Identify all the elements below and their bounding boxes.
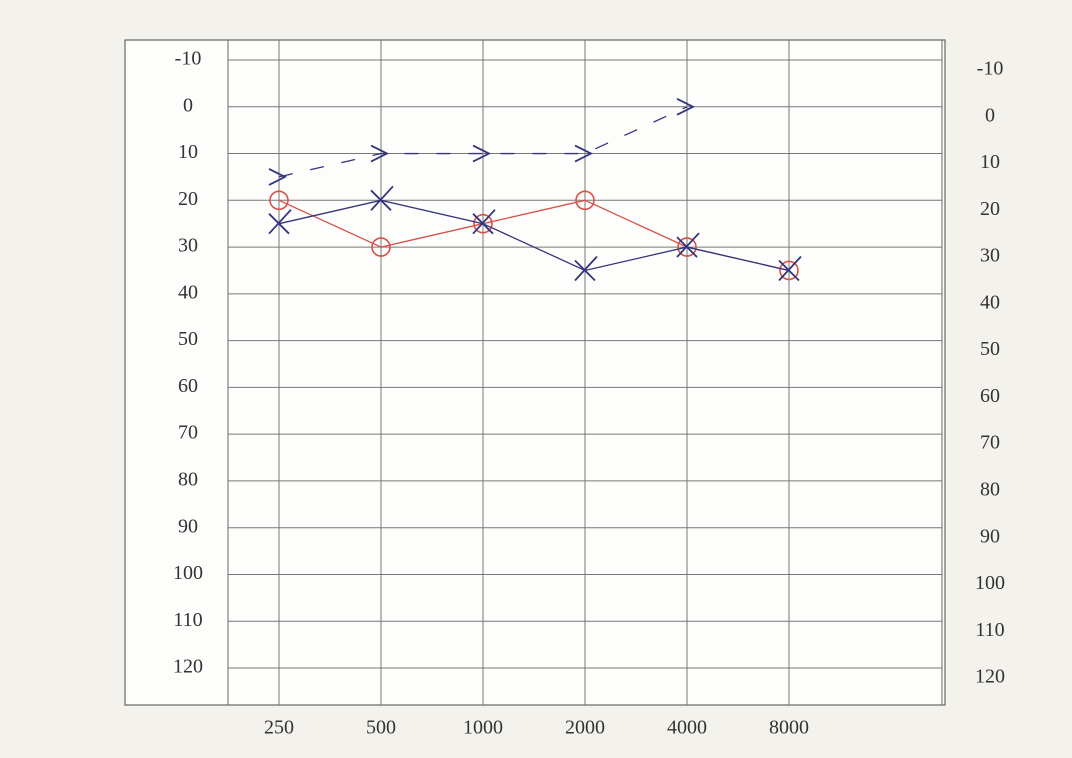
y-tick-label-right: 100: [975, 572, 1005, 594]
y-tick-label: 80: [178, 469, 198, 491]
y-tick-label-right: 10: [980, 151, 1000, 173]
y-tick-label: 0: [183, 94, 193, 116]
y-tick-label-right: 110: [975, 619, 1004, 641]
y-tick-label-right: 70: [980, 432, 1000, 454]
y-tick-label-right: 30: [980, 245, 1000, 267]
y-tick-label: 20: [178, 188, 198, 210]
y-tick-label: 110: [173, 609, 202, 631]
y-tick-label-right: 90: [980, 525, 1000, 547]
y-tick-label-right: 20: [980, 198, 1000, 220]
page: -10 -10 0 0 10 10 20 20 30 30 40 40 50 50 60 60 70 70 80 80…: [0, 0, 1072, 758]
y-tick-label-right: 80: [980, 479, 1000, 501]
y-tick-label-right: 0: [985, 104, 995, 126]
x-tick-label: 1000: [463, 717, 503, 739]
y-tick-label: 10: [178, 141, 198, 163]
y-tick-label: 40: [178, 281, 198, 303]
y-tick-label: 50: [178, 328, 198, 350]
x-tick-label: 2000: [565, 717, 605, 739]
y-tick-label-right: 120: [975, 666, 1005, 688]
x-tick-label: 4000: [667, 717, 707, 739]
y-tick-label: 100: [173, 562, 203, 584]
y-tick-label: 30: [178, 235, 198, 257]
y-tick-label-right: -10: [977, 58, 1004, 80]
y-tick-label: 60: [178, 375, 198, 397]
y-tick-label: 120: [173, 656, 203, 678]
x-tick-label: 8000: [769, 717, 809, 739]
chart-frame: [125, 40, 945, 705]
y-tick-label-right: 40: [980, 291, 1000, 313]
x-tick-label: 250: [264, 717, 294, 739]
y-tick-label: 70: [178, 422, 198, 444]
audiogram: -10 -10 0 0 10 10 20 20 30 30 40 40 50 50 60 60 70 70 80 80…: [0, 0, 1072, 758]
x-tick-label: 500: [366, 717, 396, 739]
y-tick-label: -10: [175, 48, 202, 70]
y-tick-label-right: 60: [980, 385, 1000, 407]
y-tick-label-right: 50: [980, 338, 1000, 360]
y-tick-label: 90: [178, 515, 198, 537]
